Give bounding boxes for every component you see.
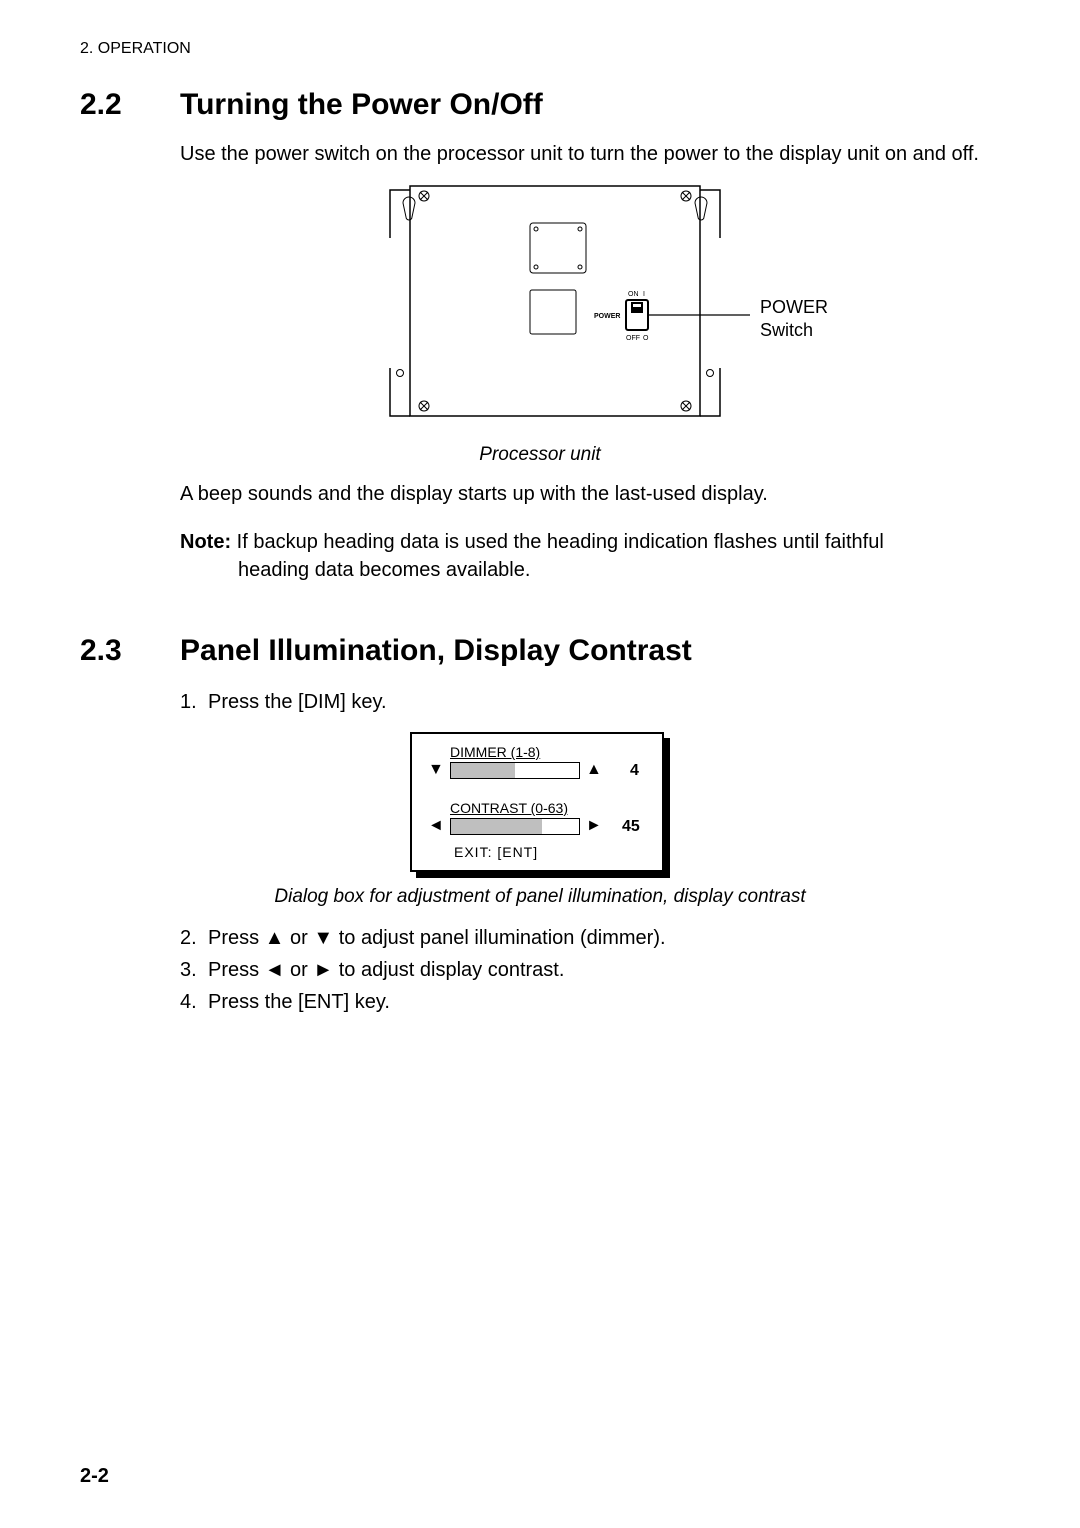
- dialog-box-figure: DIMMER (1-8) ▼ ▲ 4 CONTRAST (0-63) ◄ ► 4…: [410, 732, 670, 872]
- dialog-caption: Dialog box for adjustment of panel illum…: [80, 886, 1000, 908]
- dimmer-value: 4: [630, 762, 639, 780]
- section-2-3: 2.3 Panel Illumination, Display Contrast…: [80, 634, 1000, 1018]
- left-arrow-icon: ◄: [428, 818, 444, 834]
- note-block: Note: If backup heading data is used the…: [180, 528, 1000, 584]
- exit-label: EXIT: [ENT]: [454, 844, 538, 860]
- processor-unit-caption: Processor unit: [80, 444, 1000, 466]
- section-number: 2.3: [80, 634, 180, 668]
- processor-unit-figure: ON I OFF O POWER POWER Switch: [180, 178, 1000, 438]
- beep-text: A beep sounds and the display starts up …: [180, 480, 1000, 508]
- note-line2: heading data becomes available.: [238, 556, 1000, 584]
- step-num: 2.: [180, 922, 208, 954]
- up-arrow-icon: ▲: [586, 762, 602, 778]
- intro-text: Use the power switch on the processor un…: [180, 140, 1000, 168]
- step-num: 1.: [180, 686, 208, 718]
- switch-power-word: POWER: [594, 313, 620, 320]
- section-2-2: 2.2 Turning the Power On/Off Use the pow…: [80, 88, 1000, 584]
- step-num: 4.: [180, 986, 208, 1018]
- contrast-label: CONTRAST (0-63): [450, 800, 568, 816]
- switch-off-mark: O: [643, 335, 649, 342]
- section-title: Turning the Power On/Off: [180, 88, 543, 122]
- page: 2. OPERATION 2.2 Turning the Power On/Of…: [0, 0, 1080, 1528]
- switch-on-mark: I: [643, 291, 645, 298]
- step-1: Press the [DIM] key.: [208, 686, 387, 718]
- contrast-bar-fill: [451, 819, 542, 834]
- down-arrow-icon: ▼: [428, 762, 444, 778]
- step-num: 3.: [180, 954, 208, 986]
- note-label: Note:: [180, 531, 231, 553]
- step-2: Press ▲ or ▼ to adjust panel illuminatio…: [208, 922, 666, 954]
- step-list-cont: 2. Press ▲ or ▼ to adjust panel illumina…: [180, 922, 1000, 1018]
- contrast-value: 45: [622, 818, 640, 836]
- switch-off-label: OFF: [626, 335, 640, 342]
- section-number: 2.2: [80, 88, 180, 122]
- note-line1: If backup heading data is used the headi…: [237, 531, 884, 553]
- dimmer-label: DIMMER (1-8): [450, 744, 540, 760]
- step-3: Press ◄ or ► to adjust display contrast.: [208, 954, 564, 986]
- step-4: Press the [ENT] key.: [208, 986, 390, 1018]
- step-list: 1. Press the [DIM] key.: [180, 686, 1000, 718]
- running-header: 2. OPERATION: [80, 40, 1000, 58]
- page-number: 2-2: [80, 1465, 109, 1488]
- dimmer-bar-fill: [451, 763, 515, 778]
- processor-unit-diagram: ON I OFF O POWER: [370, 178, 810, 428]
- right-arrow-icon: ►: [586, 818, 602, 834]
- switch-on-label: ON: [628, 291, 639, 298]
- section-title: Panel Illumination, Display Contrast: [180, 634, 692, 668]
- power-switch-callout: POWER Switch: [760, 296, 828, 341]
